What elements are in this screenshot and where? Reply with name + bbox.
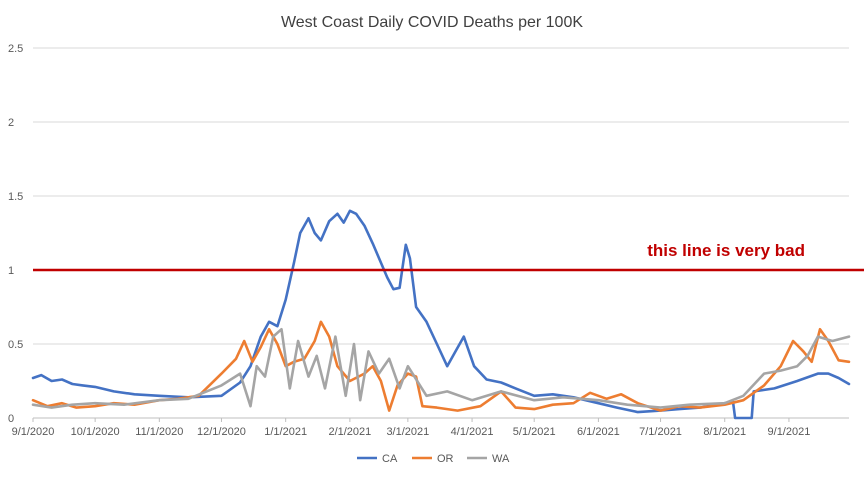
reference-line-annotation: this line is very bad — [647, 241, 805, 260]
x-tick-label: 10/1/2020 — [71, 426, 120, 438]
y-tick-label: 2.5 — [8, 43, 23, 55]
x-tick-label: 12/1/2020 — [197, 426, 246, 438]
legend-label: OR — [437, 453, 454, 465]
reference-layer: this line is very bad — [33, 241, 864, 272]
y-tick-label: 1.5 — [8, 191, 23, 203]
legend-item-ca: CA — [357, 453, 398, 465]
series-line-or — [31, 320, 851, 412]
y-axis-ticks: 0 0.5 1 1.5 2 2.5 — [8, 43, 23, 425]
x-tick-label: 9/1/2021 — [768, 426, 811, 438]
x-tick-label: 6/1/2021 — [577, 426, 620, 438]
x-tick-label: 4/1/2021 — [451, 426, 494, 438]
legend-item-wa: WA — [467, 453, 510, 465]
x-tick-label: 9/1/2020 — [12, 426, 55, 438]
x-tick-label: 1/1/2021 — [264, 426, 307, 438]
series-line-wa — [31, 327, 851, 409]
y-tick-label: 1 — [8, 265, 14, 277]
legend: CA OR WA — [357, 453, 510, 465]
x-tick-label: 7/1/2021 — [639, 426, 682, 438]
x-tick-label: 5/1/2021 — [513, 426, 556, 438]
y-tick-label: 0 — [8, 413, 14, 425]
x-tick-label: 11/1/2020 — [135, 426, 183, 438]
x-tick-label: 2/1/2021 — [328, 426, 371, 438]
x-axis-ticks: 9/1/2020 10/1/2020 11/1/2020 12/1/2020 1/1/2… — [12, 418, 811, 438]
legend-label: CA — [382, 453, 398, 465]
chart-title: West Coast Daily COVID Deaths per 100K — [281, 14, 583, 31]
legend-label: WA — [492, 453, 510, 465]
y-tick-label: 0.5 — [8, 339, 23, 351]
legend-item-or: OR — [412, 453, 454, 465]
x-tick-label: 3/1/2021 — [386, 426, 429, 438]
y-tick-label: 2 — [8, 117, 14, 129]
x-tick-label: 8/1/2021 — [703, 426, 746, 438]
series-layer — [31, 209, 851, 420]
gridlines — [33, 47, 849, 419]
